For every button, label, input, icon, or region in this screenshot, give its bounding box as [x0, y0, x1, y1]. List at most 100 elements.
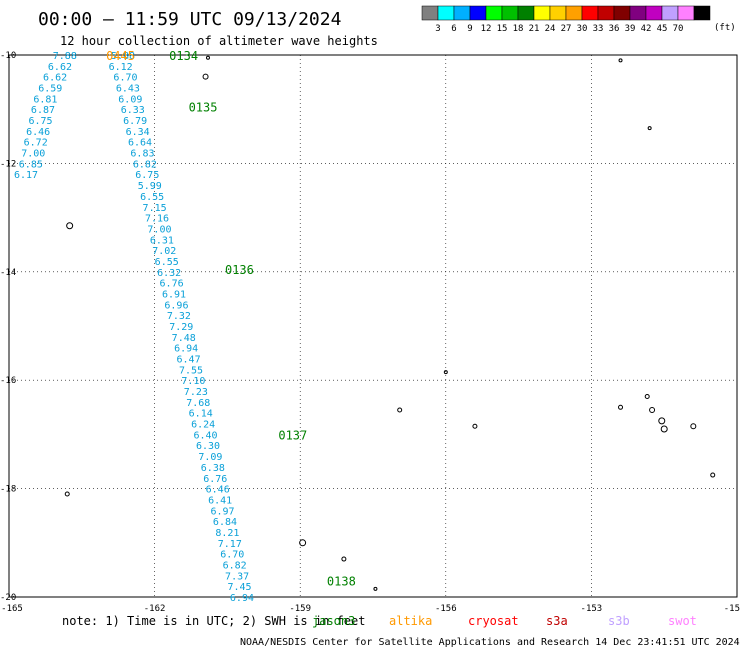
swh-value-label: 7.37 — [225, 571, 249, 582]
island-outline — [690, 423, 697, 430]
pass-time-label: 0137 — [278, 428, 307, 442]
legend-entry-swot: swot — [668, 614, 697, 628]
colorbar-label: 45 — [657, 24, 668, 34]
swh-value-label: 6.85 — [19, 159, 43, 170]
colorbar-swatch — [629, 5, 647, 21]
colorbar-swatch — [485, 5, 503, 21]
swh-value-label: 6.43 — [116, 84, 140, 95]
swh-value-label: 6.83 — [130, 149, 154, 160]
swh-value-label: 7.15 — [143, 203, 167, 214]
island-outline — [373, 586, 378, 591]
page-title: 00:00 — 11:59 UTC 09/13/2024 — [38, 9, 341, 30]
y-tick-label: -14 — [0, 268, 16, 278]
swh-value-label: 6.76 — [160, 279, 184, 290]
colorbar-swatch — [533, 5, 551, 21]
swh-value-label: 6.75 — [135, 170, 159, 181]
island-outline — [647, 126, 652, 131]
swh-value-label: 7.88 — [53, 51, 77, 62]
y-tick-label: -12 — [0, 159, 16, 169]
colorbar-swatch — [613, 5, 631, 21]
colorbar-swatch — [549, 5, 567, 21]
swh-value-label: 6.70 — [220, 550, 244, 561]
colorbar-swatch — [645, 5, 663, 21]
swh-value-label: 7.45 — [227, 582, 251, 593]
y-tick-label: -20 — [0, 593, 16, 603]
swh-value-label: 6.59 — [38, 84, 62, 95]
colorbar-label: 9 — [467, 24, 472, 34]
island-outline — [710, 472, 716, 478]
swh-value-label: 6.91 — [162, 289, 186, 300]
swh-value-label: 6.81 — [33, 94, 57, 105]
swh-value-label: 7.09 — [198, 452, 222, 463]
swh-value-label: 8.21 — [215, 528, 239, 539]
swh-value-label: 6.94 — [174, 344, 198, 355]
swh-value-label: 6.46 — [26, 127, 50, 138]
map-frame — [8, 54, 738, 598]
island-outline — [443, 370, 448, 375]
color-scale-bar: 3 6 9 12 15 18 21 24 27 30 33 36 39 42 45 70 — [421, 5, 711, 34]
satellite-legend: jason3 altika cryosat s3a s3b swot — [312, 614, 697, 628]
colorbar-swatch — [661, 5, 679, 21]
footer-credit: NOAA/NESDIS Center for Satellite Applica… — [240, 637, 740, 648]
colorbar-label: 15 — [497, 24, 508, 34]
swh-value-label: 6.41 — [208, 495, 232, 506]
island-outline — [644, 393, 650, 399]
swh-value-label: 6.47 — [177, 355, 201, 366]
swh-value-label: 7.55 — [179, 365, 203, 376]
colorbar-swatch — [597, 5, 615, 21]
swh-value-label: 6.34 — [126, 127, 150, 138]
island-outline — [472, 423, 478, 429]
colorbar-swatch — [421, 5, 439, 21]
lat-lon-grid — [9, 55, 737, 597]
colorbar-swatch — [501, 5, 519, 21]
colorbar-label: 70 — [673, 24, 684, 34]
y-tick-label: -16 — [0, 376, 16, 386]
swh-value-label: 7.10 — [181, 376, 205, 387]
pass-time-markers: 0445 0134 0135 0136 0137 0138 — [106, 49, 356, 589]
swh-value-label: 7.16 — [145, 214, 169, 225]
swh-value-label: 6.24 — [191, 420, 215, 431]
swh-value-label: 6.94 — [230, 593, 254, 604]
colorbar-swatch — [693, 5, 711, 21]
x-tick-label: -162 — [144, 604, 166, 614]
island-outline — [649, 407, 656, 414]
swh-value-label: 6.75 — [28, 116, 52, 127]
swh-value-label: 6.09 — [118, 94, 142, 105]
pass-time-label: 0445 — [106, 49, 135, 63]
swh-value-label: 6.14 — [189, 409, 213, 420]
swh-value-label: 6.76 — [203, 474, 227, 485]
swh-value-label: 7.02 — [152, 246, 176, 257]
colorbar-swatch — [453, 5, 471, 21]
island-outline — [64, 491, 70, 497]
legend-entry-jason3: jason3 — [312, 614, 355, 628]
colorbar-label: 36 — [609, 24, 620, 34]
altimeter-tracks: 7.886.626.626.596.816.876.756.466.727.00… — [14, 51, 254, 604]
island-outline — [618, 404, 624, 410]
x-tick-label: -165 — [1, 604, 23, 614]
colorbar-label: 6 — [451, 24, 456, 34]
island-outline — [205, 55, 210, 60]
swh-value-label: 6.38 — [201, 463, 225, 474]
swh-value-label: 6.87 — [31, 105, 55, 116]
swh-value-label: 6.96 — [164, 300, 188, 311]
colorbar-label: 33 — [593, 24, 604, 34]
swh-value-label: 7.68 — [186, 398, 210, 409]
swh-value-label: 6.62 — [48, 62, 72, 73]
swh-value-label: 6.64 — [128, 138, 152, 149]
swh-value-label: 6.33 — [121, 105, 145, 116]
swh-value-label: 6.30 — [196, 441, 220, 452]
island-outline — [341, 556, 347, 562]
island-outlines — [64, 55, 716, 591]
swh-value-label: 7.29 — [169, 322, 193, 333]
colorbar-swatch — [565, 5, 583, 21]
colorbar-label: 39 — [625, 24, 636, 34]
swh-value-label: 7.23 — [184, 387, 208, 398]
x-tick-label: -156 — [435, 604, 457, 614]
swh-value-label: 6.97 — [210, 506, 234, 517]
axis-tick-labels: -165 -162 -159 -156 -153 -15 -10 -12 -14 -16 -18 -2… — [0, 51, 740, 614]
legend-entry-s3a: s3a — [546, 614, 568, 628]
x-tick-label: -159 — [289, 604, 311, 614]
swh-value-label: 6.70 — [113, 73, 137, 84]
swh-value-label: 6.40 — [194, 430, 218, 441]
